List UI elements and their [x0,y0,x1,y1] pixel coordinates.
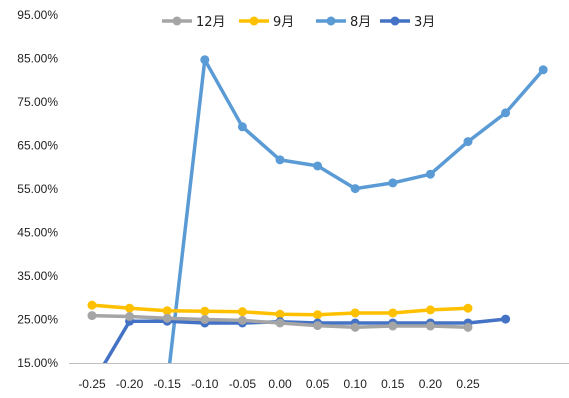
data-point [200,306,210,316]
data-point [162,313,172,323]
data-point [538,65,548,75]
data-point [125,303,135,313]
y-tick-label: 65.00% [17,139,58,153]
series-2 [87,300,473,320]
x-tick-label: -0.10 [191,377,219,391]
y-tick-label: 15.00% [17,356,58,370]
data-point [388,321,398,331]
data-point [87,300,97,310]
y-tick-label: 85.00% [17,52,58,66]
x-tick-label: 0.05 [306,377,330,391]
data-point [425,305,435,315]
data-point [501,108,511,118]
y-axis: 15.00% 25.00% 35.00% 45.00% 55.00% 65.00% 75.0… [17,8,58,370]
x-tick-label: -0.25 [78,377,106,391]
legend-label: 12月 [196,15,226,30]
data-point [237,307,247,317]
legend-label: 3月 [414,15,435,30]
data-point [237,122,247,132]
y-tick-label: 95.00% [17,8,58,22]
data-point [350,184,360,194]
data-point [275,309,285,319]
legend-item: 3月 [380,15,435,30]
x-tick-label: 0.00 [268,377,292,391]
x-tick-label: -0.20 [116,377,144,391]
data-point [313,310,323,320]
data-point [388,308,398,318]
data-point [350,322,360,332]
y-tick-label: 75.00% [17,95,58,109]
y-tick-label: 35.00% [17,269,58,283]
x-tick-label: 0.10 [344,377,368,391]
data-point [87,311,97,321]
data-point [463,137,473,147]
data-point [125,311,135,321]
legend-label: 9月 [273,15,294,30]
x-tick-label: 0.25 [456,377,480,391]
series-line [102,317,508,363]
series-3 [167,55,548,363]
series-line [167,58,545,363]
legend-item: 12月 [162,15,226,30]
data-point [275,155,285,165]
data-point [313,321,323,331]
legend-swatch-marker [390,16,400,26]
data-point [388,178,398,188]
x-axis: -0.25 -0.20 -0.15 -0.10 -0.05 0.00 0.05 0.10 0.1… [69,363,569,391]
data-point [275,318,285,328]
data-point [313,161,323,171]
data-point [162,306,172,316]
series-1 [87,311,473,332]
data-point [425,169,435,179]
x-tick-label: -0.15 [154,377,182,391]
data-point [463,303,473,313]
legend: 12月 9月 8月 3月 [162,15,435,30]
data-point [200,55,210,65]
legend-item: 8月 [316,15,371,30]
data-point [425,321,435,331]
legend-swatch-marker [249,16,259,26]
x-tick-label: 0.15 [381,377,405,391]
data-point [237,315,247,325]
x-tick-label: -0.05 [229,377,257,391]
y-tick-label: 25.00% [17,313,58,327]
legend-swatch-marker [326,16,336,26]
x-tick-label: 0.20 [419,377,443,391]
legend-label: 8月 [350,15,371,30]
data-point [501,314,511,324]
y-tick-label: 55.00% [17,182,58,196]
legend-swatch-marker [172,16,182,26]
data-point [200,315,210,324]
data-point [463,322,473,332]
data-point [350,308,360,318]
legend-item: 9月 [239,15,294,30]
series-layer [87,55,548,363]
y-tick-label: 45.00% [17,226,58,240]
